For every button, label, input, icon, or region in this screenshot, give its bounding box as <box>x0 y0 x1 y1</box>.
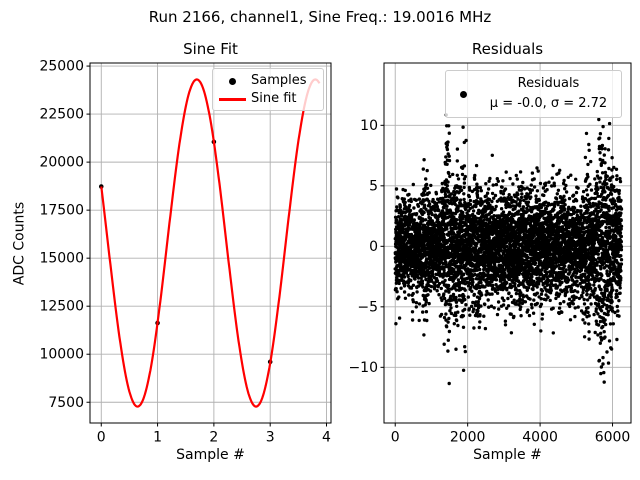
samples-dot-marker-icon <box>228 77 236 85</box>
x-tick-label: 6000 <box>595 430 631 446</box>
axes-spines <box>383 62 632 424</box>
sine-fit-plot-area: 0 1 2 3 4 7500 10000 12500 15000 17500 20000 22500 2… <box>39 59 332 446</box>
y-tick-label: 7500 <box>48 395 84 411</box>
residuals-legend: Residuals μ = -0.0, σ = 2.72 <box>445 70 622 118</box>
sine-fit-line-marker-icon <box>218 97 246 101</box>
tick-marks <box>86 65 327 427</box>
x-tick-label: 2000 <box>450 430 486 446</box>
residuals-dot-marker-icon <box>459 90 467 98</box>
y-tick-label: −10 <box>348 360 378 376</box>
axes-spines <box>89 62 332 424</box>
legend-entry-samples: Samples <box>213 72 323 90</box>
y-tick-label: 10 <box>360 118 378 134</box>
x-tick-label: 1 <box>153 430 162 446</box>
sine-fit-plot-title: Sine Fit <box>183 40 238 58</box>
sine-fit-curve <box>100 78 321 408</box>
sample-number-axis-label-left: Sample # <box>176 447 245 463</box>
residuals-plot-area: 0 2000 4000 6000 −10 −5 0 5 10 <box>348 62 632 446</box>
residuals-legend-label: Residuals <box>517 76 580 91</box>
residuals-plot-title: Residuals <box>471 40 544 58</box>
figure-title: Run 2166, channel1, Sine Freq.: 19.0016 … <box>148 8 492 26</box>
x-tick-label: 4000 <box>522 430 558 446</box>
x-tick-label: 2 <box>209 430 218 446</box>
tick-labels: 0 1 2 3 4 7500 10000 12500 15000 17500 20000 22500 2… <box>39 59 331 446</box>
y-tick-label: 5 <box>369 178 378 194</box>
x-tick-label: 0 <box>391 430 400 446</box>
tick-labels: 0 2000 4000 6000 −10 −5 0 5 10 <box>348 118 630 446</box>
y-tick-label: 12500 <box>39 299 84 315</box>
x-tick-label: 3 <box>266 430 275 446</box>
residuals-legend-stats: μ = -0.0, σ = 2.72 <box>489 96 608 111</box>
y-tick-label: 0 <box>369 239 378 255</box>
y-tick-label: 15000 <box>39 251 84 267</box>
legend-entry-sine-fit: Sine fit <box>213 90 323 108</box>
samples-points <box>98 139 273 365</box>
y-tick-label: 20000 <box>39 155 84 171</box>
y-tick-label: 10000 <box>39 347 84 363</box>
y-tick-label: 22500 <box>39 107 84 123</box>
sample-number-axis-label-right: Sample # <box>473 447 542 463</box>
grid-lines <box>90 63 331 423</box>
tick-marks <box>380 124 614 427</box>
y-tick-label: 25000 <box>39 59 84 75</box>
samples-legend-label: Samples <box>251 73 307 89</box>
sine-fit-legend: Samples Sine fit <box>212 68 324 111</box>
sine-fit-legend-label: Sine fit <box>251 91 297 107</box>
adc-counts-axis-label: ADC Counts <box>11 201 28 286</box>
residuals-scatter <box>393 113 624 386</box>
y-tick-label: 17500 <box>39 203 84 219</box>
y-tick-label: −5 <box>357 299 378 315</box>
x-tick-label: 0 <box>97 430 106 446</box>
x-tick-label: 4 <box>322 430 331 446</box>
